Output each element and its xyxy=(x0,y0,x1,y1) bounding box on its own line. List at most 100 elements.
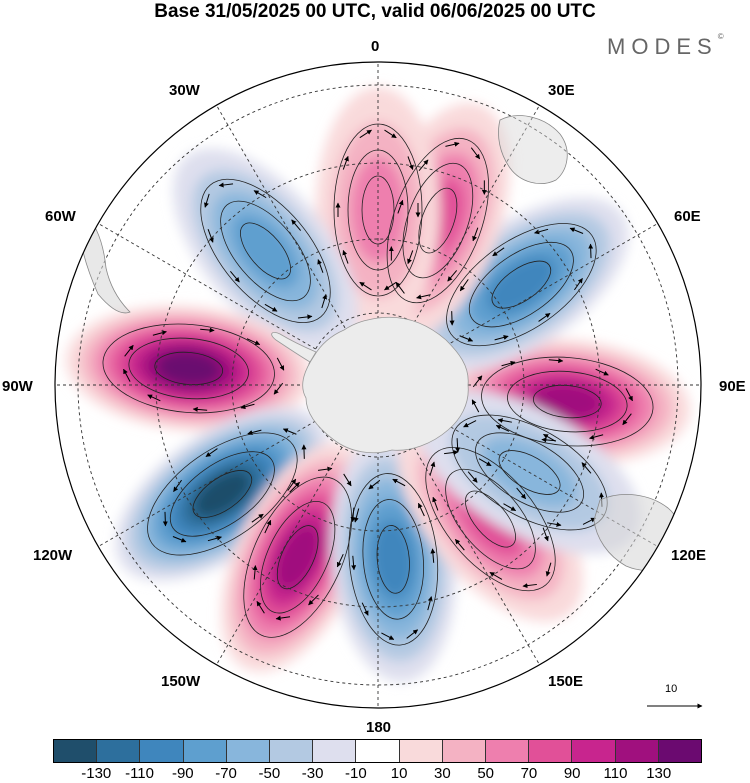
anomaly-contours xyxy=(147,432,298,556)
anomaly-band xyxy=(193,470,252,518)
wind-vector xyxy=(207,228,214,243)
wind-vector xyxy=(492,247,505,257)
wind-vector xyxy=(321,294,328,309)
anomaly-contours xyxy=(348,473,439,646)
lon-label-120e: 120E xyxy=(671,547,707,564)
modes-logo: MODES© xyxy=(607,32,724,60)
colorbar-swatch xyxy=(356,740,400,762)
wind-vector xyxy=(470,147,481,160)
wind-vector xyxy=(147,394,161,402)
contour-line xyxy=(169,451,275,537)
wind-vector xyxy=(317,259,324,273)
wind-vector xyxy=(430,548,436,563)
wind-vector xyxy=(522,583,537,589)
wind-vector xyxy=(123,368,131,382)
lon-label-120w: 120W xyxy=(33,547,73,564)
anomaly-field xyxy=(66,87,690,682)
anomaly-band xyxy=(531,382,603,421)
wind-vector xyxy=(407,156,414,171)
wind-vector xyxy=(275,615,291,621)
logo-text: MODES xyxy=(607,34,718,59)
wind-vector xyxy=(432,496,439,511)
wind-vector xyxy=(454,539,465,551)
anomaly-contours xyxy=(243,476,353,638)
wind-vector xyxy=(251,513,264,523)
contour-line xyxy=(348,473,439,646)
colorbar-swatch xyxy=(572,740,616,762)
wind-vector xyxy=(427,596,433,611)
colorbar-tick-label: 50 xyxy=(477,765,494,782)
contour-line xyxy=(507,370,628,433)
wind-vector xyxy=(336,553,344,568)
wind-vector xyxy=(351,555,357,571)
map-border xyxy=(54,61,702,709)
wind-vector xyxy=(543,433,556,442)
wind-vector xyxy=(494,335,509,341)
anomaly-contours xyxy=(386,137,489,304)
wind-vector xyxy=(395,281,405,294)
wind-vector xyxy=(246,338,261,346)
contour-line xyxy=(243,476,353,638)
wind-vector xyxy=(392,478,406,487)
contour-line xyxy=(192,470,253,518)
anomaly-contours xyxy=(481,356,654,447)
colorbar-tick-label: -70 xyxy=(215,765,237,782)
contour-line xyxy=(362,499,424,620)
wind-vector xyxy=(361,602,369,616)
contour-line xyxy=(276,525,319,590)
colorbar xyxy=(53,739,702,763)
wind-vector xyxy=(200,327,215,333)
colorbar-tick-label: 110 xyxy=(603,765,628,782)
wind-vector xyxy=(589,434,604,440)
colorbar-swatch xyxy=(442,740,487,762)
wind-vector xyxy=(478,458,492,467)
anomaly-contours xyxy=(446,223,597,347)
wind-vector xyxy=(342,249,349,264)
colorbar-tick-label: -90 xyxy=(171,765,194,782)
wind-vector xyxy=(124,344,134,357)
wind-vector xyxy=(229,270,240,283)
wind-vector xyxy=(152,330,167,336)
wind-vector xyxy=(218,182,234,188)
south-america-landmass xyxy=(79,211,131,314)
wind-vector xyxy=(253,190,267,199)
lon-label-150w: 150W xyxy=(161,673,201,690)
wind-vector xyxy=(207,535,222,542)
anomaly-band xyxy=(372,520,414,599)
wind-vector xyxy=(287,478,297,491)
antarctica-landmass xyxy=(302,316,469,454)
wind-vector xyxy=(407,250,414,265)
contour-line xyxy=(386,137,489,304)
colorbar-tick-label: -130 xyxy=(81,765,112,782)
wind-vector xyxy=(406,629,419,639)
colorbar-tick-label: 10 xyxy=(390,765,408,782)
wind-vector xyxy=(534,228,549,235)
wind-vector xyxy=(264,519,272,534)
contour-line xyxy=(465,490,516,548)
lon-label-180: 180 xyxy=(366,719,392,736)
colorbar-tick-label: -50 xyxy=(258,765,281,782)
wind-vector xyxy=(545,562,552,577)
colorbar-swatch xyxy=(226,740,271,762)
colorbar-tick-label: 130 xyxy=(646,765,672,782)
logo-mark: © xyxy=(717,32,724,41)
contour-line xyxy=(128,337,249,400)
wind-vector xyxy=(297,314,313,320)
wind-vector xyxy=(381,632,395,640)
africa-landmass xyxy=(498,115,568,184)
wind-vector xyxy=(463,420,477,428)
lon-label-60w: 60W xyxy=(45,208,76,225)
wind-vector xyxy=(343,473,352,487)
wind-vector xyxy=(429,461,436,476)
colorbar-tick-label: 30 xyxy=(434,765,451,782)
wind-vector xyxy=(595,368,609,376)
colorbar-swatch xyxy=(529,740,573,762)
lon-label-90w: 90W xyxy=(2,378,33,395)
contour-line xyxy=(425,446,556,592)
negative-anomaly xyxy=(173,148,358,354)
wind-vector xyxy=(205,448,218,458)
lon-label-150e: 150E xyxy=(548,673,584,690)
wind-vector xyxy=(359,129,372,139)
wind-vector xyxy=(252,565,258,580)
